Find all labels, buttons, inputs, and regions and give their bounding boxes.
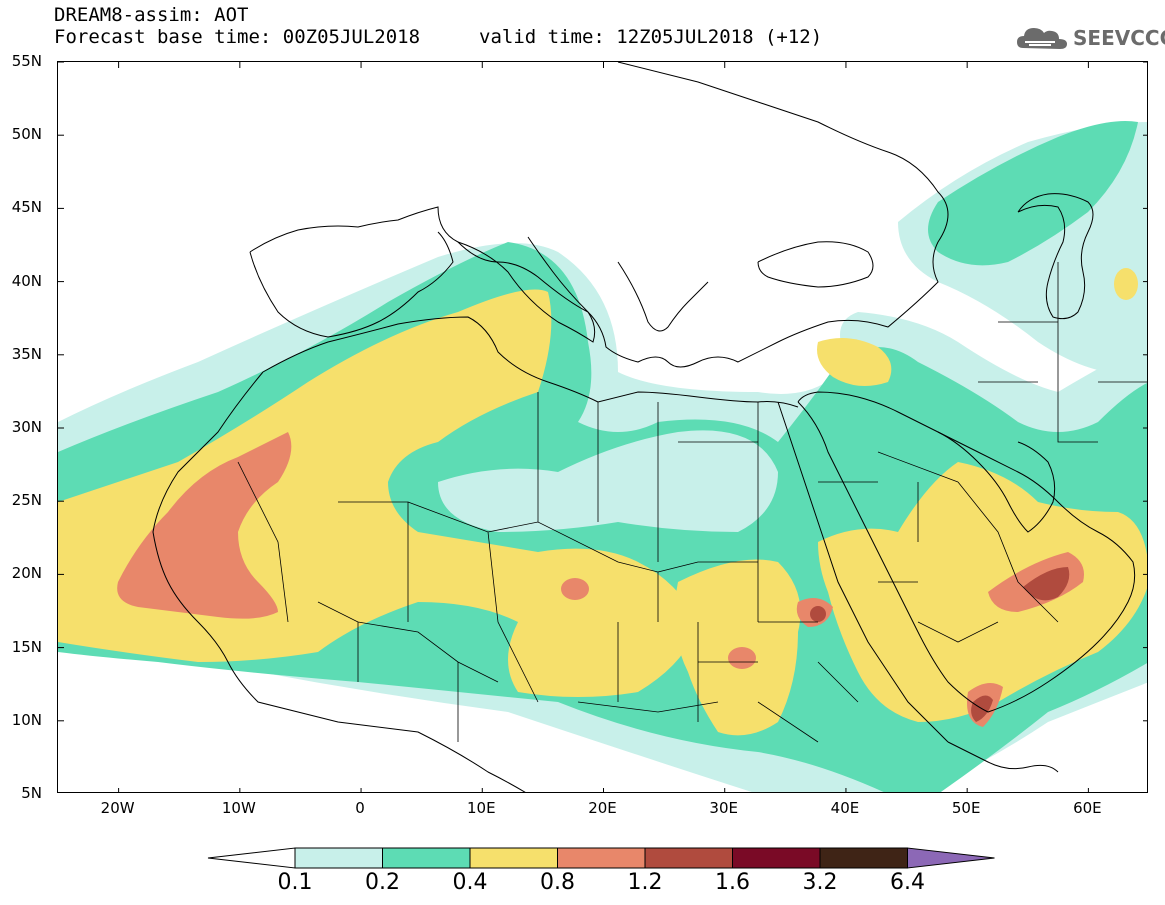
italy-coast (457, 236, 596, 343)
caspian-coast (1017, 193, 1094, 320)
latitude-label: 45N (11, 198, 42, 217)
europe-coast (249, 62, 949, 368)
colorbar-above-arrow (907, 847, 995, 869)
forecast-base-time: Forecast base time: 00Z05JUL2018 (54, 26, 421, 48)
red-sea-coast (777, 401, 949, 743)
longitude-label: 40E (830, 799, 860, 817)
colorbar-segment (382, 847, 471, 869)
cloud-icon (1017, 28, 1067, 49)
country-borders (237, 262, 1147, 743)
longitude-label: 30E (709, 799, 739, 817)
aot-band-0.8 (561, 578, 589, 600)
colorbar-threshold-label: 0.1 (277, 870, 313, 895)
aot-map (57, 61, 1148, 793)
longitude-label: 10W (221, 799, 256, 817)
longitude-label: 0 (355, 799, 365, 817)
aot-band-0.8 (117, 432, 292, 619)
lat-lon-grid (58, 62, 1147, 792)
aot-band-0.8 (728, 647, 756, 669)
north-africa-coast (262, 316, 799, 408)
longitude-label: 10E (466, 799, 496, 817)
black-sea-coast (757, 241, 874, 288)
longitude-label: 20E (588, 799, 617, 817)
aot-colorbar (207, 847, 995, 869)
greece-coast (617, 261, 709, 332)
aot-band-0.4 (1114, 268, 1138, 300)
latitude-label: 50N (11, 125, 42, 144)
longitude-label: 50E (951, 799, 981, 817)
colorbar-threshold-label: 0.2 (365, 870, 400, 895)
colorbar-segment (469, 847, 558, 869)
colorbar-threshold-label: 0.8 (540, 870, 575, 895)
colorbar-threshold-label: 1.6 (715, 870, 750, 895)
colorbar-below-arrow (207, 847, 296, 869)
horn-of-africa-coast (947, 741, 1059, 773)
aot-band-0.4 (674, 559, 801, 736)
aot-band-0.2 (928, 121, 1138, 266)
longitude-label: 20W (100, 799, 135, 817)
latitude-label: 5N (21, 784, 42, 802)
longitude-label: 60E (1073, 799, 1102, 817)
aot-fields (58, 121, 1147, 792)
latitude-label: 30N (11, 418, 42, 436)
colorbar-segment (557, 847, 646, 869)
aot-band-0.4 (817, 338, 892, 386)
latitude-label: 40N (11, 271, 42, 290)
latitude-label: 10N (11, 710, 42, 729)
map-canvas (58, 62, 1147, 792)
valid-time: valid time: 12Z05JUL2018 (+12) (479, 26, 823, 48)
latitude-label: 15N (11, 637, 42, 656)
colorbar-segment (819, 847, 908, 869)
arabia-coast (797, 391, 1136, 713)
latitude-label: 55N (11, 52, 42, 70)
west-africa-coast (152, 371, 526, 792)
map-title: DREAM8-assim: AOT (54, 4, 249, 26)
seevccc-logo: SEEVCCC (1015, 22, 1165, 56)
colorbar-segment (294, 847, 383, 869)
colorbar-segment (732, 847, 821, 869)
colorbar-threshold-label: 0.4 (452, 870, 488, 895)
latitude-label: 35N (11, 344, 42, 363)
coastlines-borders (152, 62, 1147, 792)
colorbar-threshold-label: 3.2 (802, 870, 838, 895)
aot-band-0.4 (818, 462, 1147, 722)
colorbar-segment (644, 847, 733, 869)
aot-band-1.2 (1023, 567, 1070, 601)
aot-band-0.1 (438, 430, 778, 532)
latitude-label: 25N (11, 491, 42, 510)
iberia-coast (249, 231, 454, 338)
colorbar-threshold-label: 6.4 (890, 870, 925, 895)
logo-text: SEEVCCC (1073, 26, 1165, 50)
persian-gulf-coast (937, 431, 1056, 533)
colorbar-threshold-label: 1.2 (627, 870, 663, 895)
latitude-label: 20N (11, 564, 42, 583)
aot-band-1.2 (810, 606, 826, 622)
